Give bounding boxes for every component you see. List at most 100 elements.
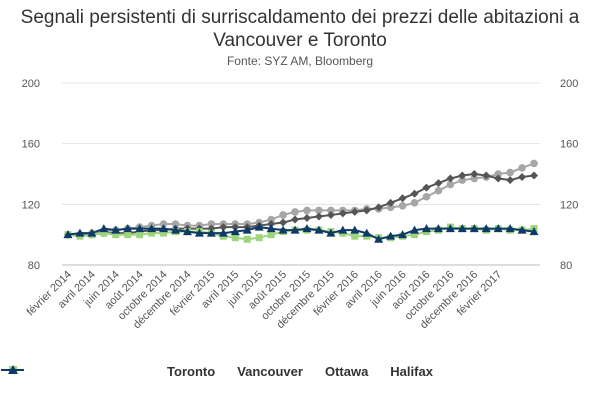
point-halifax bbox=[278, 225, 288, 234]
point-ottawa bbox=[148, 229, 156, 237]
point-toronto bbox=[530, 159, 538, 168]
point-vancouver bbox=[434, 179, 443, 188]
point-vancouver bbox=[386, 198, 395, 207]
point-toronto bbox=[398, 202, 407, 210]
chart-title: Segnali persistenti di surriscaldamento … bbox=[20, 7, 580, 51]
point-halifax bbox=[529, 227, 539, 236]
point-vancouver bbox=[291, 215, 300, 224]
y-tick-label-left: 80 bbox=[28, 260, 40, 272]
point-toronto bbox=[159, 220, 168, 228]
legend-label-toronto: Toronto bbox=[167, 364, 216, 379]
point-halifax bbox=[481, 224, 491, 233]
point-toronto bbox=[506, 168, 514, 177]
point-halifax bbox=[194, 228, 204, 237]
point-ottawa bbox=[136, 231, 144, 239]
point-halifax bbox=[433, 224, 443, 233]
point-toronto bbox=[315, 206, 323, 215]
point-halifax bbox=[254, 222, 264, 231]
point-halifax bbox=[159, 224, 169, 233]
point-toronto bbox=[207, 220, 216, 228]
y-tick-label-right: 80 bbox=[560, 260, 572, 272]
point-halifax bbox=[266, 224, 276, 233]
legend-label-vancouver: Vancouver bbox=[237, 364, 303, 379]
point-toronto bbox=[518, 164, 526, 172]
point-halifax bbox=[398, 230, 408, 239]
y-tick-label-right: 200 bbox=[560, 78, 578, 90]
chart-legend: Toronto Vancouver Ottawa Halifax bbox=[0, 364, 600, 379]
point-halifax bbox=[314, 225, 324, 234]
point-halifax bbox=[218, 228, 228, 237]
series-line-vancouver bbox=[67, 172, 535, 236]
point-halifax bbox=[374, 234, 384, 243]
point-vancouver bbox=[506, 176, 515, 185]
legend-item-halifax[interactable]: Halifax bbox=[1, 364, 433, 379]
point-halifax bbox=[171, 225, 181, 234]
point-halifax bbox=[135, 224, 145, 233]
legend-item-toronto[interactable]: Toronto bbox=[1, 364, 216, 379]
point-vancouver bbox=[518, 173, 527, 182]
legend-swatch-halifax bbox=[1, 365, 24, 374]
point-vancouver bbox=[326, 210, 335, 219]
point-halifax bbox=[469, 224, 479, 233]
point-vancouver bbox=[314, 212, 323, 221]
point-vancouver bbox=[231, 223, 240, 232]
point-ottawa bbox=[243, 235, 251, 243]
point-vancouver bbox=[338, 209, 347, 218]
legend-label-ottawa: Ottawa bbox=[324, 364, 369, 379]
point-ottawa bbox=[100, 229, 108, 237]
point-ottawa bbox=[411, 231, 419, 239]
y-tick-label-right: 120 bbox=[560, 199, 578, 211]
point-toronto bbox=[291, 208, 299, 216]
point-halifax bbox=[75, 228, 85, 237]
point-vancouver bbox=[350, 207, 359, 216]
point-halifax bbox=[290, 225, 300, 234]
point-toronto bbox=[386, 203, 395, 212]
point-vancouver bbox=[482, 171, 491, 180]
point-toronto bbox=[267, 215, 275, 224]
point-halifax bbox=[362, 228, 372, 237]
point-halifax bbox=[111, 225, 121, 234]
point-halifax bbox=[421, 224, 431, 233]
legend-item-vancouver[interactable]: Vancouver bbox=[1, 364, 303, 379]
point-vancouver bbox=[219, 223, 228, 232]
point-ottawa bbox=[267, 231, 275, 239]
point-halifax bbox=[63, 230, 73, 239]
point-halifax bbox=[206, 228, 216, 237]
point-ottawa bbox=[112, 231, 120, 239]
point-halifax bbox=[242, 225, 252, 234]
point-halifax bbox=[505, 224, 515, 233]
point-halifax bbox=[230, 227, 240, 236]
point-halifax bbox=[457, 224, 467, 233]
point-ottawa bbox=[124, 231, 132, 239]
point-toronto bbox=[494, 170, 502, 178]
point-toronto bbox=[434, 186, 443, 195]
point-vancouver bbox=[267, 220, 276, 229]
point-toronto bbox=[422, 192, 431, 201]
point-vancouver bbox=[470, 170, 479, 178]
series-line-halifax bbox=[67, 226, 535, 241]
point-halifax bbox=[99, 224, 109, 233]
point-toronto bbox=[327, 206, 335, 215]
chart-subtitle: Fonte: SYZ AM, Bloomberg bbox=[226, 54, 374, 68]
point-vancouver bbox=[422, 183, 431, 192]
point-ottawa bbox=[351, 232, 359, 240]
point-ottawa bbox=[160, 229, 168, 237]
point-halifax bbox=[147, 224, 157, 233]
series-line-toronto bbox=[67, 162, 535, 236]
point-ottawa bbox=[255, 234, 263, 242]
point-vancouver bbox=[279, 218, 288, 227]
point-toronto bbox=[279, 211, 287, 219]
point-vancouver bbox=[410, 189, 419, 198]
y-tick-label-right: 160 bbox=[560, 139, 578, 151]
point-toronto bbox=[446, 180, 455, 189]
point-halifax bbox=[87, 228, 97, 237]
point-halifax bbox=[445, 224, 455, 233]
y-tick-label-left: 160 bbox=[22, 139, 40, 151]
point-halifax bbox=[517, 225, 527, 234]
point-toronto bbox=[303, 206, 311, 215]
point-halifax bbox=[386, 231, 396, 240]
legend-item-ottawa[interactable]: Ottawa bbox=[1, 364, 369, 379]
point-toronto bbox=[171, 220, 180, 228]
point-vancouver bbox=[458, 171, 467, 180]
